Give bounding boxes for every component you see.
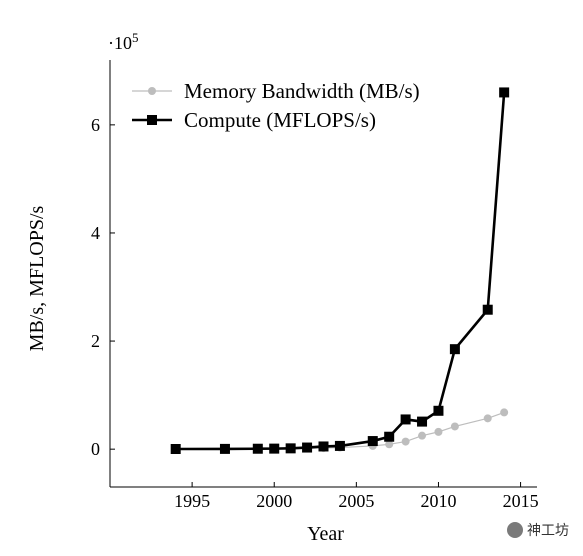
watermark: 神工坊 xyxy=(507,520,569,540)
data-point-circle xyxy=(483,414,492,423)
legend-label: Memory Bandwidth (MB/s) xyxy=(184,79,420,103)
ticks: 1995 2000 2005 2010 2015 0 2 4 6 xyxy=(91,115,539,511)
data-point-square xyxy=(400,414,411,425)
data-point-square xyxy=(285,443,296,454)
y-tick-label: 2 xyxy=(91,331,100,351)
data-point-square xyxy=(219,443,230,454)
y-axis-multiplier-exponent: 5 xyxy=(132,30,139,45)
x-tick-label: 2005 xyxy=(338,491,374,511)
data-point-square xyxy=(318,441,329,452)
y-axis-multiplier-base: ·10 xyxy=(108,33,132,53)
x-tick-label: 2010 xyxy=(420,491,456,511)
legend-item: Memory Bandwidth (MB/s) xyxy=(132,79,420,103)
y-tick-label: 4 xyxy=(91,223,100,243)
series-layer xyxy=(170,87,510,455)
watermark-text: 神工坊 xyxy=(527,523,569,539)
data-point-square xyxy=(433,405,444,416)
legend-item: Compute (MFLOPS/s) xyxy=(132,108,376,132)
y-axis-title: MB/s, MFLOPS/s xyxy=(26,205,48,351)
data-point-circle xyxy=(434,427,443,436)
data-point-square xyxy=(499,87,510,98)
legend: Memory Bandwidth (MB/s) Compute (MFLOPS/s… xyxy=(132,79,420,132)
axes xyxy=(109,60,537,488)
x-tick-label: 2000 xyxy=(256,491,292,511)
y-tick-label: 6 xyxy=(91,115,100,135)
y-axis-multiplier: ·105 xyxy=(108,30,139,53)
data-point-circle xyxy=(450,422,459,431)
legend-swatch-circle xyxy=(148,87,156,95)
data-point-square xyxy=(367,436,378,447)
data-point-square xyxy=(302,442,313,453)
x-tick-label: 1995 xyxy=(174,491,210,511)
data-point-square xyxy=(334,440,345,451)
data-point-square xyxy=(449,344,460,355)
legend-swatch-square xyxy=(147,115,157,125)
data-point-square xyxy=(170,444,181,455)
data-point-square xyxy=(384,431,395,442)
legend-label: Compute (MFLOPS/s) xyxy=(184,108,376,132)
x-tick-label: 2015 xyxy=(503,491,539,511)
x-axis-title: Year xyxy=(307,523,344,545)
data-point-circle xyxy=(401,437,410,446)
series-compute xyxy=(170,87,510,455)
y-tick-label: 0 xyxy=(91,439,100,459)
data-point-circle xyxy=(500,408,509,417)
watermark-logo-icon xyxy=(507,522,523,538)
data-point-square xyxy=(269,443,280,454)
data-point-square xyxy=(417,416,428,427)
data-point-circle xyxy=(385,440,394,449)
data-point-square xyxy=(482,304,493,315)
series-line xyxy=(175,92,506,451)
data-point-circle xyxy=(418,431,427,440)
data-point-square xyxy=(252,443,263,454)
